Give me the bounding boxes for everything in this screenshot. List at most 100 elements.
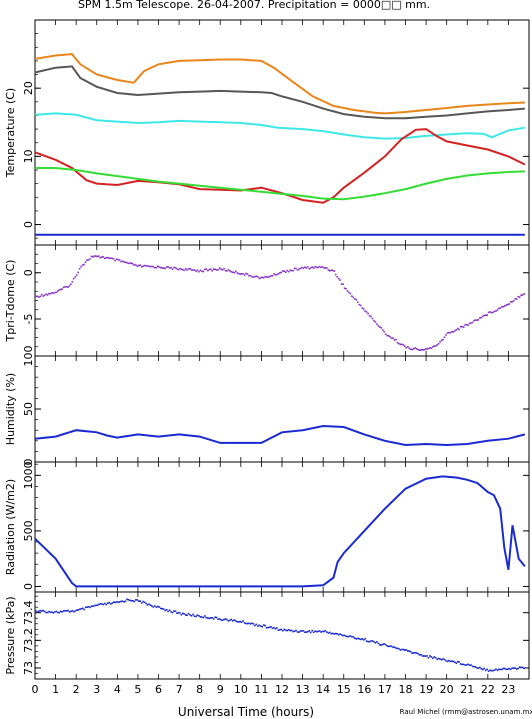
- data-point: [492, 669, 494, 672]
- x-tick-label: 5: [134, 683, 141, 696]
- data-point: [487, 670, 490, 672]
- data-point: [137, 264, 140, 267]
- data-point: [277, 629, 280, 631]
- data-point: [368, 640, 371, 643]
- data-point: [82, 607, 84, 610]
- data-point: [276, 627, 278, 629]
- data-point: [140, 266, 143, 268]
- data-point: [229, 270, 231, 272]
- data-point: [277, 273, 280, 275]
- data-point: [354, 637, 356, 639]
- data-point: [523, 293, 525, 295]
- data-point: [395, 647, 397, 649]
- panel-2: -5 0 Tpri-Tdome (C): [4, 244, 530, 357]
- data-point: [192, 613, 194, 616]
- data-point: [42, 609, 44, 612]
- y-axis-label-1: Temperature (C): [4, 88, 17, 178]
- data-point: [380, 327, 383, 329]
- x-tick-label: 18: [399, 683, 413, 696]
- data-point: [246, 622, 249, 625]
- data-point: [261, 625, 263, 628]
- data-point: [204, 615, 206, 617]
- data-point: [152, 606, 155, 608]
- data-point: [227, 269, 230, 271]
- data-point: [321, 630, 324, 633]
- data-point: [78, 267, 81, 270]
- data-point: [68, 285, 71, 287]
- data-point: [515, 298, 518, 300]
- data-point: [95, 604, 97, 607]
- data-point: [452, 660, 455, 663]
- data-point: [67, 286, 69, 288]
- data-point: [257, 625, 259, 627]
- data-point: [359, 638, 362, 641]
- data-point: [470, 322, 472, 324]
- data-point: [123, 601, 125, 603]
- x-axis: 0 1 2 3 4 5 6 7 8 9 10 11 12 13 14 15 16 17 18 19 20 21 22 23: [32, 683, 516, 696]
- data-point: [398, 342, 400, 345]
- data-point: [142, 265, 144, 267]
- data-point: [232, 619, 234, 622]
- data-point: [265, 276, 268, 278]
- data-point: [284, 629, 287, 631]
- series-line: [34, 424, 526, 447]
- y-tick-label: 50: [22, 402, 35, 416]
- data-point: [371, 640, 374, 642]
- data-point: [501, 305, 503, 308]
- data-point: [235, 270, 237, 273]
- data-point: [474, 666, 477, 668]
- data-point: [292, 630, 294, 633]
- data-point: [446, 332, 449, 334]
- data-point: [151, 265, 153, 268]
- data-point: [518, 296, 521, 298]
- data-point: [467, 663, 469, 666]
- data-point: [51, 291, 53, 294]
- data-point: [235, 620, 237, 622]
- data-point: [243, 274, 246, 276]
- data-point: [302, 267, 305, 269]
- data-point: [268, 275, 271, 278]
- y-tick-label: 0: [22, 269, 35, 276]
- data-point: [72, 277, 75, 280]
- data-point: [287, 629, 290, 631]
- data-point: [345, 635, 347, 638]
- data-point: [160, 607, 162, 610]
- data-point: [342, 634, 344, 637]
- data-point: [239, 273, 241, 275]
- data-point: [173, 610, 175, 612]
- data-point: [412, 652, 415, 654]
- data-point: [449, 660, 452, 663]
- data-point: [157, 265, 159, 267]
- data-point: [504, 305, 506, 307]
- data-point: [71, 281, 74, 283]
- data-point: [162, 267, 165, 269]
- data-point: [458, 661, 460, 663]
- data-point: [467, 324, 469, 327]
- data-point: [424, 655, 427, 657]
- data-point: [115, 258, 118, 260]
- data-point: [352, 296, 355, 299]
- data-point: [362, 639, 365, 641]
- data-point: [154, 267, 156, 269]
- y-tick-label: 0: [22, 459, 35, 466]
- data-point: [271, 627, 274, 630]
- data-point: [233, 271, 236, 274]
- data-point: [54, 611, 56, 613]
- data-point: [379, 643, 381, 646]
- data-point: [68, 611, 71, 613]
- data-point: [440, 658, 443, 661]
- data-point: [86, 606, 89, 608]
- data-point: [407, 346, 409, 348]
- data-point: [489, 311, 491, 313]
- data-point: [43, 610, 46, 613]
- data-point: [142, 600, 144, 603]
- data-point: [392, 337, 394, 339]
- data-point: [62, 286, 65, 289]
- data-point: [509, 301, 512, 303]
- x-axis-label: Universal Time (hours): [178, 705, 314, 719]
- data-point: [252, 276, 255, 278]
- data-point: [314, 630, 316, 632]
- data-point: [326, 631, 328, 633]
- data-point: [430, 347, 433, 349]
- y-axis-label-3: Humidity (%): [4, 373, 17, 445]
